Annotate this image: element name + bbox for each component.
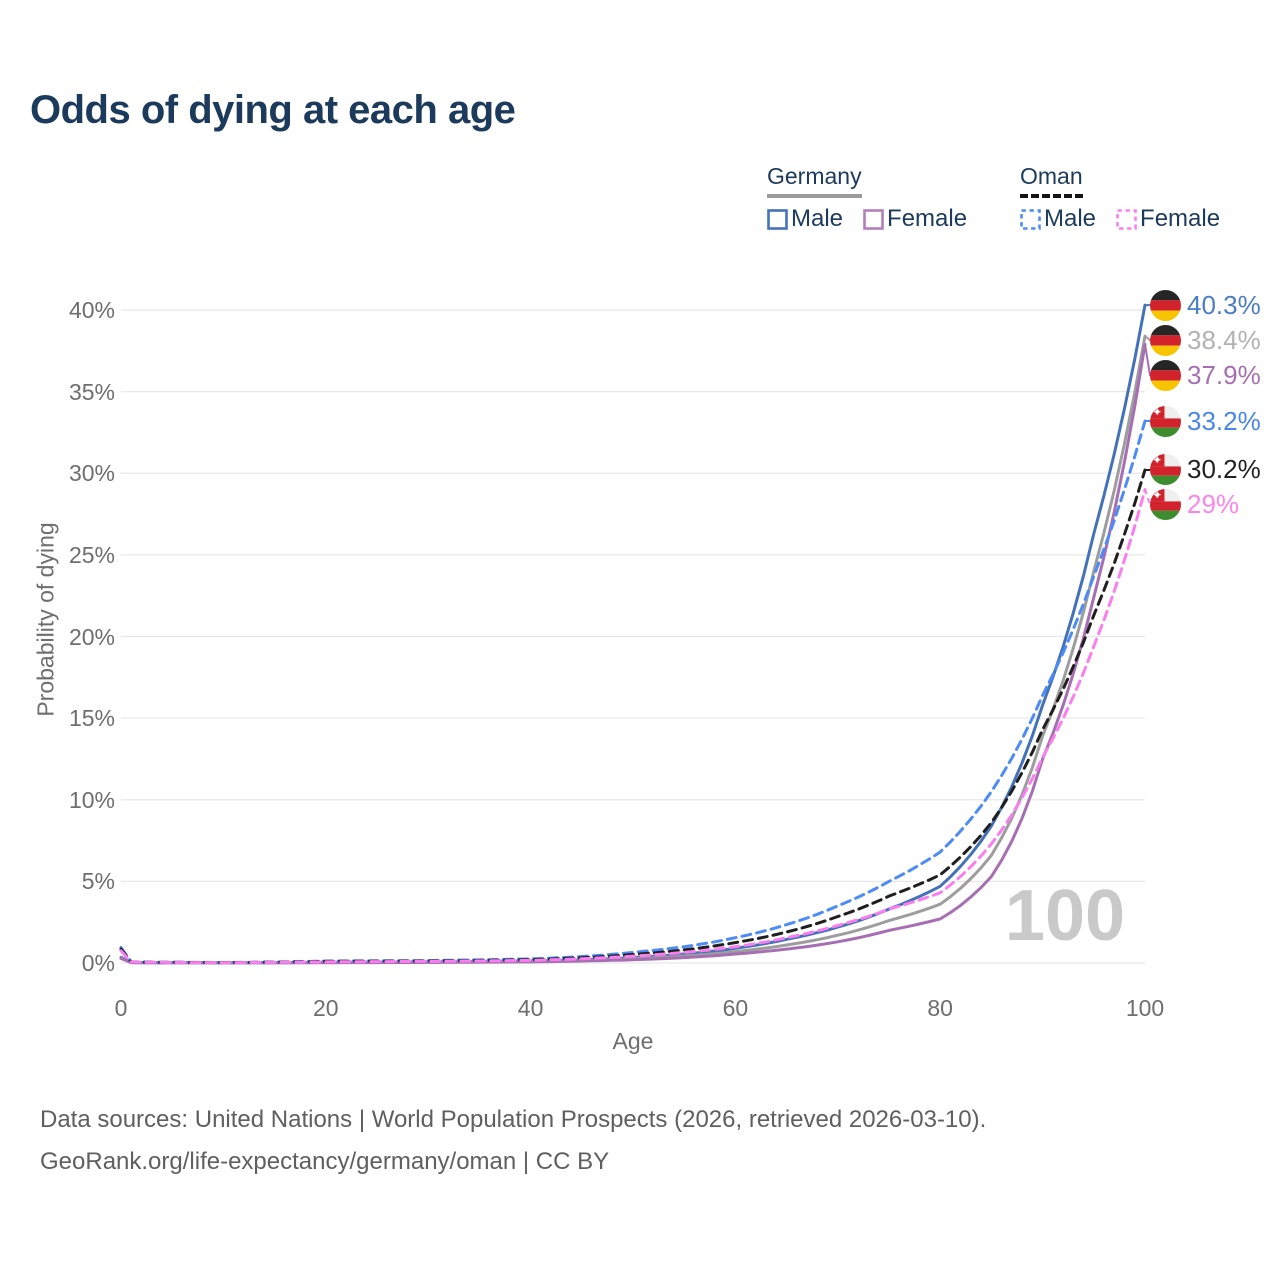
oman-male-swatch-icon — [1020, 208, 1041, 230]
y-tick-5: 5% — [81, 868, 115, 895]
x-tick-0: 0 — [114, 995, 128, 1021]
legend-oman-female[interactable]: Female — [1116, 205, 1220, 233]
y-tick-20: 20% — [68, 623, 115, 650]
y-tick-0: 0% — [81, 950, 115, 976]
y-tick-30: 30% — [68, 460, 115, 487]
end-value-label: 38.4% — [1187, 324, 1261, 355]
oman-flag-icon — [1150, 454, 1181, 485]
y-tick-15: 15% — [68, 705, 115, 732]
oman-female-swatch-icon — [1116, 208, 1137, 230]
x-tick-40: 40 — [517, 995, 544, 1021]
germany-male-swatch-icon — [767, 208, 788, 230]
end-label-oman-male[interactable]: 33.2% — [1150, 405, 1261, 437]
x-tick-80: 80 — [927, 995, 953, 1021]
footer-attribution: GeoRank.org/life-expectancy/germany/oman… — [40, 1148, 610, 1175]
end-label-germany-female[interactable]: 37.9% — [1150, 359, 1261, 391]
legend-oman-title[interactable]: Oman — [1020, 163, 1083, 198]
germany-flag-icon — [1150, 360, 1181, 391]
legend-oman-male-label: Male — [1044, 205, 1097, 232]
y-tick-40: 40% — [68, 297, 115, 323]
end-value-label: 30.2% — [1187, 454, 1261, 485]
footer-data-sources: Data sources: United Nations | World Pop… — [40, 1106, 987, 1133]
end-label-oman-total[interactable]: 30.2% — [1150, 454, 1261, 485]
series-line-oman-total[interactable] — [119, 468, 1147, 965]
series-line-germany-female[interactable] — [119, 342, 1147, 965]
legend-group-oman: Oman Male Female — [1020, 163, 1220, 233]
legend-germany-female[interactable]: Female — [863, 205, 967, 233]
y-tick-25: 25% — [68, 541, 115, 568]
germany-female-swatch-icon — [863, 208, 884, 230]
end-label-germany-total[interactable]: 38.4% — [1150, 324, 1261, 356]
page-title: Odds of dying at each age — [30, 88, 516, 132]
y-tick-10: 10% — [68, 786, 115, 813]
end-label-oman-female[interactable]: 29% — [1150, 489, 1239, 520]
legend-germany-female-label: Female — [887, 205, 968, 232]
legend-oman-male[interactable]: Male — [1020, 205, 1096, 233]
series-line-oman-female[interactable] — [119, 488, 1147, 965]
legend-germany-title[interactable]: Germany — [767, 163, 862, 198]
series-line-oman-male[interactable] — [119, 419, 1147, 964]
end-value-label: 40.3% — [1187, 289, 1261, 320]
x-tick-100: 100 — [1125, 995, 1165, 1021]
oman-flag-icon — [1150, 406, 1181, 437]
series-line-germany-male[interactable] — [119, 303, 1147, 965]
germany-flag-icon — [1150, 325, 1181, 356]
end-value-label: 33.2% — [1187, 405, 1261, 436]
age-counter-watermark: 100 — [1004, 876, 1126, 956]
oman-flag-icon — [1150, 489, 1181, 520]
legend-group-germany: Germany Male Female — [767, 163, 967, 233]
end-value-label: 29% — [1187, 489, 1240, 520]
legend-germany-male[interactable]: Male — [767, 205, 843, 233]
legend-germany-male-label: Male — [791, 205, 844, 232]
series-line-germany-total[interactable] — [119, 334, 1147, 965]
legend-oman-female-label: Female — [1140, 205, 1221, 232]
end-value-label: 37.9% — [1187, 359, 1261, 390]
y-tick-35: 35% — [68, 378, 115, 405]
germany-flag-icon — [1150, 290, 1181, 321]
x-axis-title: Age — [612, 1028, 654, 1054]
x-tick-20: 20 — [313, 995, 339, 1021]
x-tick-60: 60 — [722, 995, 749, 1021]
end-label-germany-male[interactable]: 40.3% — [1150, 289, 1261, 321]
